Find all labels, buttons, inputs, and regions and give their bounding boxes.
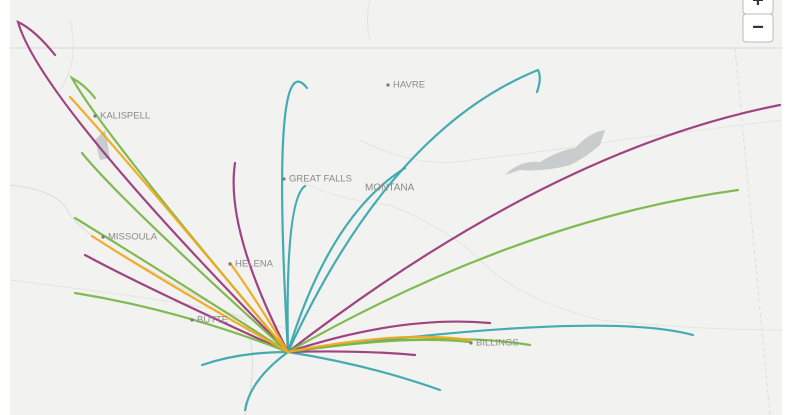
city-dot bbox=[386, 83, 390, 87]
flow-line bbox=[80, 151, 290, 354]
flow-line bbox=[73, 291, 290, 354]
city-label: HAVRE bbox=[393, 80, 425, 91]
city-dots bbox=[93, 83, 473, 345]
flow-line bbox=[83, 253, 290, 354]
flow-line bbox=[200, 350, 290, 367]
flow-line bbox=[281, 80, 309, 354]
city-label: HELENA bbox=[235, 259, 274, 270]
flow-line bbox=[286, 166, 407, 354]
zoom-out-button[interactable] bbox=[742, 13, 774, 43]
city-dot bbox=[93, 114, 97, 118]
flow-line bbox=[286, 335, 472, 354]
lake bbox=[505, 130, 605, 175]
flow-lines bbox=[16, 19, 782, 412]
city-label: GREAT FALLS bbox=[289, 174, 352, 185]
city-label: BILLINGS bbox=[476, 338, 519, 349]
flow-line bbox=[286, 68, 541, 354]
city-label: KALISPELL bbox=[100, 111, 150, 122]
flow-line bbox=[286, 350, 442, 392]
flow-line bbox=[286, 188, 740, 354]
zoom-control: + − bbox=[742, 0, 774, 43]
city-label: MISSOULA bbox=[108, 232, 158, 243]
flow-line bbox=[73, 216, 290, 354]
flow-line bbox=[286, 320, 492, 354]
flow-line bbox=[286, 103, 782, 354]
city-dot bbox=[228, 262, 232, 266]
zoom-in-label[interactable]: + bbox=[752, 0, 764, 11]
flow-line bbox=[243, 350, 290, 412]
city-label: BUTTE bbox=[197, 315, 228, 326]
city-dot bbox=[101, 235, 105, 239]
city-dot bbox=[190, 318, 194, 322]
city-dot bbox=[282, 177, 286, 181]
flow-line bbox=[228, 261, 290, 354]
flow-line bbox=[16, 19, 290, 354]
flow-line bbox=[286, 350, 417, 357]
state-label: MONTANA bbox=[365, 183, 415, 194]
borders bbox=[9, 47, 782, 415]
zoom-out-label[interactable]: − bbox=[752, 16, 764, 38]
flow-line bbox=[286, 184, 307, 354]
flow-line bbox=[68, 95, 290, 354]
city-dot bbox=[469, 341, 473, 345]
flow-line bbox=[90, 234, 290, 354]
flow-line bbox=[232, 161, 290, 354]
